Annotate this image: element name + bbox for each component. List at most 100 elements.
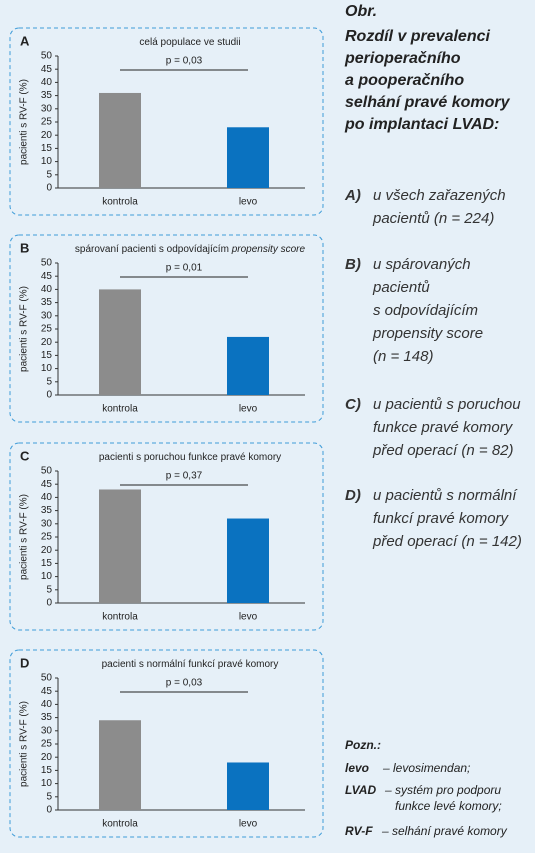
item-text: funkcí pravé komory [373, 510, 510, 527]
caption-label: Obr. [345, 3, 377, 20]
y-tick-label: 30 [41, 725, 53, 736]
note-term: LVAD [345, 783, 376, 797]
item-text: u spárovaných [373, 256, 471, 273]
y-tick-label: 40 [41, 492, 53, 503]
panel-label: B [20, 240, 29, 255]
bar [227, 336, 269, 395]
y-tick-label: 5 [46, 791, 52, 802]
y-tick-label: 35 [41, 712, 53, 723]
item-text: pacientů [372, 279, 430, 296]
x-tick-label: levo [239, 404, 258, 415]
bar [227, 127, 269, 188]
y-tick-label: 30 [41, 103, 53, 114]
y-tick-label: 20 [41, 130, 53, 141]
title-emphasis: propensity score [231, 244, 306, 255]
panel [9, 234, 324, 423]
bar [99, 92, 141, 188]
y-tick-label: 5 [46, 169, 52, 180]
caption-title: selhání pravé komory [345, 94, 511, 111]
y-tick-label: 10 [41, 156, 53, 167]
panel-label: C [20, 448, 30, 463]
chart-title: pacienti s poruchou funkce pravé komory [99, 452, 281, 463]
y-tick-label: 45 [41, 686, 53, 697]
item-text: před operací (n = 142) [372, 533, 522, 550]
title-text: pacienti s normální funkcí pravé komory [102, 659, 279, 670]
item-text: s odpovídajícím [373, 302, 478, 319]
y-tick-label: 35 [41, 297, 53, 308]
title-text: pacienti s poruchou funkce pravé komory [99, 452, 281, 463]
y-tick-label: 5 [46, 376, 52, 387]
y-tick-label: 30 [41, 310, 53, 321]
y-tick-label: 15 [41, 350, 53, 361]
panel [9, 442, 324, 631]
note-term: levo [345, 761, 369, 775]
y-tick-label: 0 [46, 390, 52, 401]
item-text: propensity score [372, 325, 483, 342]
title-text: spárovaní pacienti s odpovídajícím [75, 244, 229, 255]
bar [99, 289, 141, 395]
y-tick-label: 40 [41, 699, 53, 710]
y-tick-label: 50 [41, 466, 53, 477]
y-tick-label: 10 [41, 571, 53, 582]
y-tick-label: 45 [41, 271, 53, 282]
y-tick-label: 40 [41, 284, 53, 295]
y-tick-label: 10 [41, 778, 53, 789]
item-label: A) [344, 187, 361, 204]
bar [227, 518, 269, 603]
item-text: pacientů (n = 224) [372, 210, 494, 227]
chart-title: celá populace ve studii [139, 37, 240, 48]
p-value: p = 0,03 [166, 678, 203, 689]
x-tick-label: levo [239, 197, 258, 208]
y-axis-label: pacienti s RV-F (%) [19, 494, 30, 580]
item-text: (n = 148) [373, 348, 433, 365]
y-tick-label: 20 [41, 752, 53, 763]
p-value: p = 0,37 [166, 471, 203, 482]
notes-label: Pozn.: [345, 738, 381, 752]
caption-title: a pooperačního [345, 72, 464, 89]
y-tick-label: 15 [41, 765, 53, 776]
y-tick-label: 20 [41, 545, 53, 556]
y-axis-label: pacienti s RV-F (%) [19, 701, 30, 787]
y-tick-label: 5 [46, 584, 52, 595]
x-tick-label: kontrola [102, 197, 138, 208]
item-label: C) [345, 396, 361, 413]
x-tick-label: kontrola [102, 404, 138, 415]
y-tick-label: 0 [46, 598, 52, 609]
chart-title: pacienti s normální funkcí pravé komory [102, 659, 279, 670]
item-text: u všech zařazených [373, 187, 506, 204]
y-tick-label: 50 [41, 258, 53, 269]
panel-label: D [20, 655, 29, 670]
y-tick-label: 50 [41, 51, 53, 62]
item-label: D) [345, 487, 361, 504]
y-tick-label: 15 [41, 143, 53, 154]
x-tick-label: kontrola [102, 819, 138, 830]
y-tick-label: 15 [41, 558, 53, 569]
item-label: B) [345, 256, 361, 273]
chart-title: spárovaní pacienti s odpovídajícím prope… [75, 244, 306, 255]
item-text: u pacientů s normální [373, 487, 518, 504]
y-tick-label: 25 [41, 739, 53, 750]
note-text: – systém pro podporu [384, 783, 501, 797]
item-text: před operací (n = 82) [372, 442, 514, 459]
y-tick-label: 45 [41, 64, 53, 75]
panel-label: A [20, 33, 30, 48]
caption-title: po implantaci LVAD: [344, 116, 499, 133]
y-tick-label: 30 [41, 518, 53, 529]
y-tick-label: 25 [41, 324, 53, 335]
title-text: celá populace ve studii [139, 37, 240, 48]
bar [99, 720, 141, 810]
bar [99, 489, 141, 603]
y-axis-label: pacienti s RV-F (%) [19, 286, 30, 372]
bar [227, 762, 269, 810]
note-text: – levosimendan; [382, 761, 470, 775]
y-tick-label: 40 [41, 77, 53, 88]
x-tick-label: levo [239, 819, 258, 830]
note-term: RV-F [345, 824, 373, 838]
panel [9, 27, 324, 216]
p-value: p = 0,01 [166, 263, 203, 274]
y-tick-label: 25 [41, 532, 53, 543]
y-tick-label: 0 [46, 805, 52, 816]
y-tick-label: 45 [41, 479, 53, 490]
y-tick-label: 50 [41, 673, 53, 684]
note-text: – selhání pravé komory [381, 824, 508, 838]
